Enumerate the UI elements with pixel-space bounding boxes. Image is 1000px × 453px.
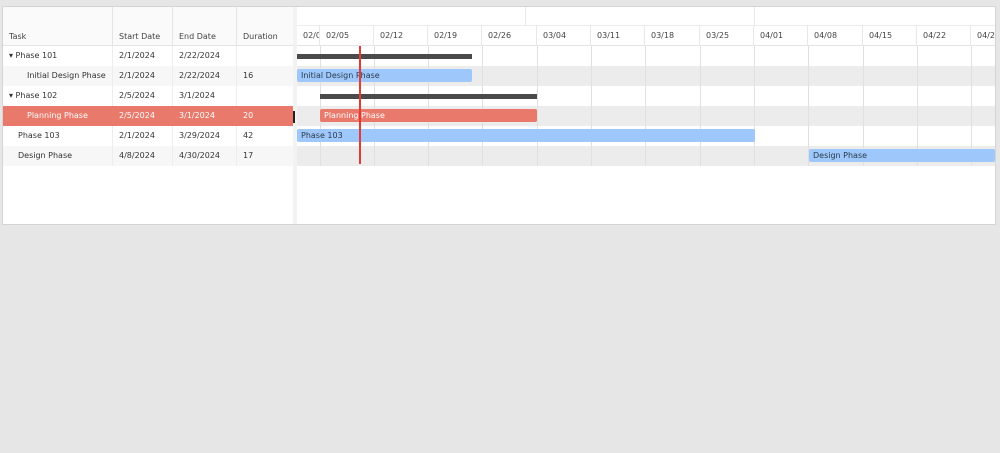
- task-grid: Task Start Date End Date Duration ▾ Phas…: [3, 7, 293, 224]
- week-gridline: [754, 46, 755, 166]
- timeline-scale-weeks: 02/0 02/05 02/12 02/19 02/26 03/04 03/11…: [297, 26, 995, 46]
- task-cell: ▾ Phase 102: [3, 86, 113, 106]
- month-segment: [755, 7, 995, 26]
- task-cell: ▾ Phase 101: [3, 46, 113, 66]
- phase-103-bar[interactable]: Phase 103: [297, 129, 755, 142]
- week-gridline: [917, 46, 918, 166]
- timeline-scale-months: [297, 7, 995, 26]
- task-cell: Phase 103: [3, 126, 113, 146]
- week-label: 02/19: [428, 26, 482, 46]
- resize-handle[interactable]: [293, 111, 295, 123]
- grid-row-planning-phase[interactable]: Planning Phase 2/5/2024 3/1/2024 20: [3, 106, 293, 126]
- today-marker: [359, 46, 361, 164]
- grid-row-design-phase[interactable]: Design Phase 4/8/2024 4/30/2024 17: [3, 146, 293, 166]
- week-label: 02/05: [320, 26, 374, 46]
- grid-row-phase-102[interactable]: ▾ Phase 102 2/5/2024 3/1/2024: [3, 86, 293, 106]
- week-gridline: [971, 46, 972, 166]
- start-date-cell: 2/1/2024: [113, 126, 173, 146]
- duration-cell: [237, 86, 293, 106]
- duration-cell: [237, 46, 293, 66]
- start-date-cell: 4/8/2024: [113, 146, 173, 166]
- grid-resizer[interactable]: [293, 7, 297, 224]
- column-header-task[interactable]: Task: [3, 7, 113, 46]
- week-label: 04/08: [808, 26, 863, 46]
- week-gridline: [645, 46, 646, 166]
- end-date-cell: 3/29/2024: [173, 126, 237, 146]
- start-date-cell: 2/1/2024: [113, 46, 173, 66]
- duration-cell: 42: [243, 131, 254, 140]
- grid-header: Task Start Date End Date Duration: [3, 7, 293, 46]
- week-label: 03/04: [537, 26, 591, 46]
- task-cell: Initial Design Phase: [3, 66, 113, 86]
- start-date-cell: 2/1/2024: [113, 66, 173, 86]
- week-label: 03/25: [700, 26, 754, 46]
- week-label: 02/12: [374, 26, 428, 46]
- phase-101-summary-bar[interactable]: [297, 54, 472, 59]
- week-gridline: [374, 46, 375, 166]
- month-segment: [526, 7, 755, 26]
- grid-row-phase-101[interactable]: ▾ Phase 101 2/1/2024 2/22/2024: [3, 46, 293, 66]
- duration-cell: 17: [243, 151, 254, 160]
- grid-row-phase-103[interactable]: Phase 103 2/1/2024 3/29/2024 42: [3, 126, 293, 146]
- week-label: 04/22: [917, 26, 971, 46]
- week-label: 02/0: [297, 26, 320, 46]
- column-header-end-date[interactable]: End Date: [173, 7, 237, 46]
- duration-cell: 20: [243, 111, 254, 120]
- start-date-cell: 2/5/2024: [113, 86, 173, 106]
- task-cell: Planning Phase: [3, 106, 113, 126]
- initial-design-phase-bar[interactable]: Initial Design Phase: [297, 69, 472, 82]
- task-cell: Design Phase: [3, 146, 113, 166]
- week-label: 04/2: [977, 31, 995, 40]
- timeline-chart: 02/0 02/05 02/12 02/19 02/26 03/04 03/11…: [297, 7, 995, 224]
- gantt-panel: Task Start Date End Date Duration ▾ Phas…: [2, 6, 996, 225]
- week-label: 04/15: [863, 26, 917, 46]
- design-phase-bar[interactable]: Design Phase: [809, 149, 995, 162]
- end-date-cell: 4/30/2024: [173, 146, 237, 166]
- week-gridline: [700, 46, 701, 166]
- duration-cell: 16: [243, 71, 254, 80]
- column-header-start-date[interactable]: Start Date: [113, 7, 173, 46]
- week-gridline: [320, 46, 321, 166]
- week-gridline: [482, 46, 483, 166]
- end-date-cell: 2/22/2024: [173, 66, 237, 86]
- end-date-cell: 3/1/2024: [173, 106, 237, 126]
- end-date-cell: 2/22/2024: [173, 46, 237, 66]
- end-date-cell: 3/1/2024: [173, 86, 237, 106]
- week-gridline: [863, 46, 864, 166]
- column-header-duration[interactable]: Duration: [243, 32, 278, 41]
- week-gridline: [808, 46, 809, 166]
- week-label: 03/11: [591, 26, 645, 46]
- week-label: 03/18: [645, 26, 700, 46]
- week-gridline: [591, 46, 592, 166]
- month-segment: [297, 7, 526, 26]
- week-gridline: [537, 46, 538, 166]
- week-label: 04/01: [754, 26, 808, 46]
- week-gridline: [428, 46, 429, 166]
- timeline-body: Initial Design Phase Planning Phase Phas…: [297, 46, 995, 224]
- week-label: 02/26: [482, 26, 537, 46]
- planning-phase-bar[interactable]: Planning Phase: [320, 109, 537, 122]
- grid-row-initial-design-phase[interactable]: Initial Design Phase 2/1/2024 2/22/2024 …: [3, 66, 293, 86]
- phase-102-summary-bar[interactable]: [320, 94, 537, 99]
- start-date-cell: 2/5/2024: [113, 106, 173, 126]
